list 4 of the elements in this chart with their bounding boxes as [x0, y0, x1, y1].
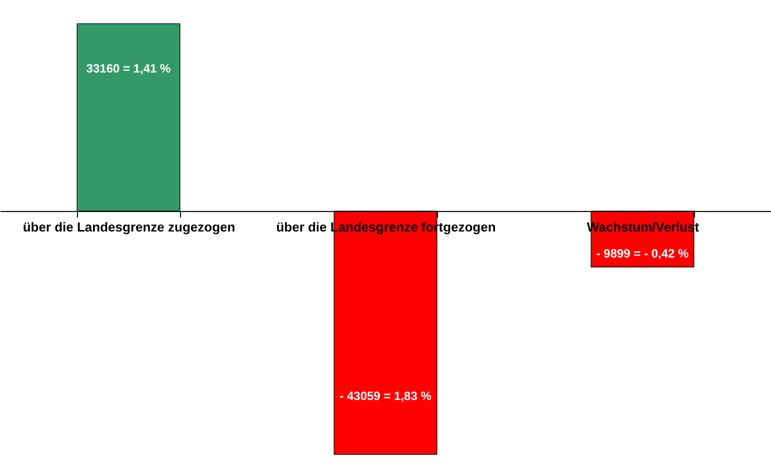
x-tick-label: über die Landesgrenze zugezogen: [22, 220, 236, 235]
data-label: - 43059 = 1,83 %: [340, 388, 432, 403]
data-label: 33160 = 1,41 %: [86, 62, 172, 76]
data-label: - 9899 = - 0,42 %: [596, 246, 690, 261]
